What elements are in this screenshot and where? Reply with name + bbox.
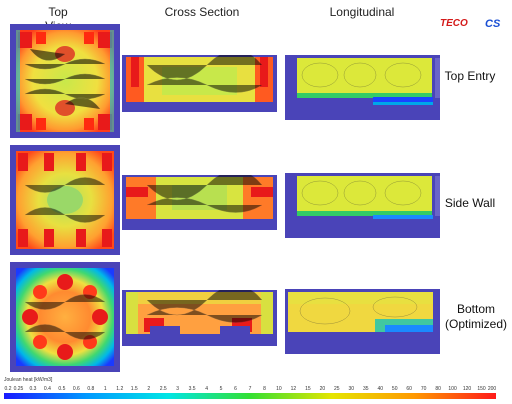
legend-tick-label: 0.2 — [4, 386, 12, 392]
legend-tick-label: 1.2 — [116, 386, 124, 392]
legend-tick-label: 100 — [448, 386, 457, 392]
teco-logo: TECO — [440, 18, 468, 29]
legend-tick-label: 40 — [377, 386, 384, 392]
legend-tick-label: 5 — [219, 386, 223, 392]
legend-tick-label: 50 — [391, 386, 398, 392]
legend-tick-label: 6 — [234, 386, 237, 392]
legend-tick-label: 15 — [305, 386, 311, 392]
top-view-bottom — [10, 262, 120, 372]
legend-tick-label: 1.5 — [130, 386, 138, 392]
top-view-side-wall — [10, 145, 120, 255]
legend-tick-label: 60 — [406, 386, 412, 392]
legend-tick-label: 70 — [420, 386, 427, 392]
legend-tick-label: 12 — [290, 386, 297, 392]
longitudinal-bottom — [285, 289, 440, 354]
legend-tick-label: 0.3 — [29, 386, 37, 392]
legend-tick-label: 2.5 — [159, 386, 167, 392]
cross-section-top-entry — [122, 55, 277, 112]
legend-tick-label: 25 — [334, 386, 340, 392]
legend-tick-label: 0.25 — [13, 386, 24, 392]
row-label-line: (Optimized) — [444, 317, 507, 331]
legend-tick-label: 10 — [276, 386, 282, 392]
legend-tick-label: 0.5 — [58, 386, 66, 392]
legend-tick-label: 0.6 — [72, 386, 80, 392]
cross-section-side-wall — [122, 175, 277, 230]
legend-tick-label: 200 — [487, 386, 497, 392]
header-cross-section: Cross Section — [164, 5, 240, 19]
legend-tick-label: 3.5 — [188, 386, 196, 392]
longitudinal-side-wall — [285, 173, 440, 238]
row-label-side-wall: Side Wall — [440, 196, 500, 211]
row-label-line: Bottom — [456, 302, 495, 316]
legend-tick-label: 80 — [435, 386, 441, 392]
row-label-line: Top Entry — [444, 69, 496, 83]
legend-tick-label: 0.8 — [87, 386, 95, 392]
legend-title: Joulean heat [kW/m3] — [4, 377, 53, 383]
legend-tick-label: 120 — [462, 386, 472, 392]
header-longitudinal: Longitudinal — [329, 5, 395, 19]
legend-tick-label: 0.4 — [43, 386, 51, 392]
legend-tick-label: 30 — [348, 386, 355, 392]
legend-tick-label: 35 — [362, 386, 369, 392]
longitudinal-top-entry — [285, 55, 440, 120]
legend-tick-label: 20 — [319, 386, 326, 392]
row-label-bottom: Bottom (Optimized) — [438, 302, 512, 332]
cs-logo: CS — [485, 18, 501, 30]
legend-tick-label: 2 — [147, 386, 151, 392]
legend-color-bar — [4, 393, 496, 399]
legend-tick-label: 7 — [248, 386, 252, 392]
legend-tick-label: 3 — [176, 386, 180, 392]
legend-tick-label: 4 — [205, 386, 208, 392]
legend-tick-label: 1 — [103, 386, 107, 392]
legend-tick-label: 8 — [263, 386, 266, 392]
top-view-top-entry — [10, 24, 120, 138]
cross-section-bottom — [122, 290, 277, 346]
row-label-line: Side Wall — [444, 196, 496, 210]
legend-tick-label: 150 — [477, 386, 486, 392]
row-label-top-entry: Top Entry — [440, 69, 500, 84]
